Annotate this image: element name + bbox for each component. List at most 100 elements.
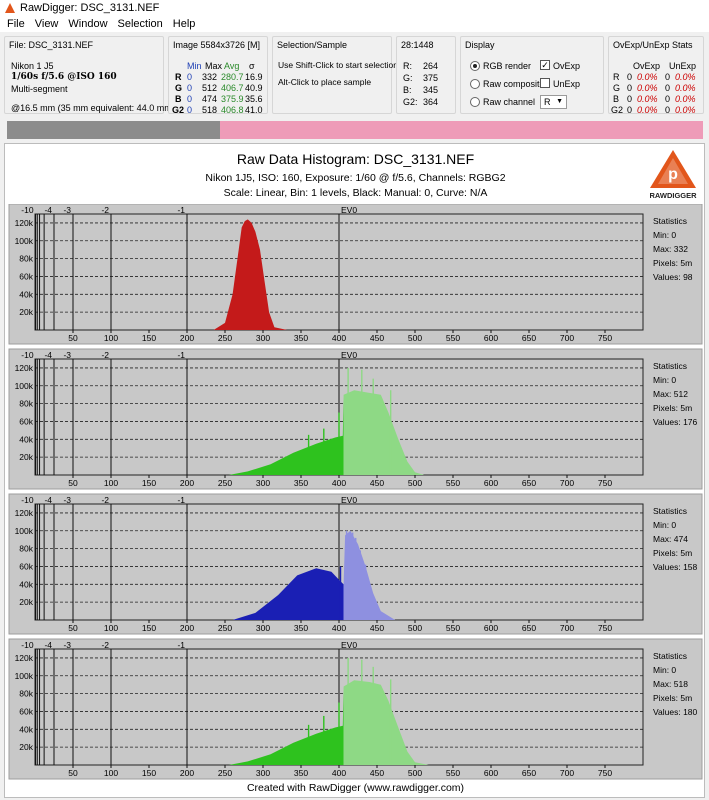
x-tick-label: 100: [104, 768, 118, 778]
x-tick-label: 650: [522, 333, 536, 343]
x-tick-label: 650: [522, 623, 536, 633]
raw-channel-select-value: R: [544, 97, 551, 107]
x-tick-label: 300: [256, 768, 270, 778]
ev-label: -3: [63, 640, 71, 650]
x-tick-label: 700: [560, 478, 574, 488]
x-tick-label: 750: [598, 333, 612, 343]
row-r-avg: 280.7: [221, 72, 244, 82]
ev-label: -2: [101, 640, 109, 650]
ev-label: -1: [177, 640, 185, 650]
stat-b-n2: 0: [665, 94, 671, 104]
x-tick-label: 350: [294, 768, 308, 778]
row-r-sd: 16.9: [245, 72, 263, 82]
menu-file[interactable]: File: [7, 17, 25, 30]
menu-help[interactable]: Help: [172, 17, 196, 30]
x-tick-label: 450: [370, 478, 384, 488]
y-tick-label: 20k: [19, 742, 33, 752]
ev-label: -4: [44, 350, 52, 360]
x-tick-label: 400: [332, 623, 346, 633]
exposure-stats-label: OvExp/UnExp Stats: [613, 40, 693, 50]
footer-credit: Created with RawDigger (www.rawdigger.co…: [246, 782, 465, 794]
ovexp-checkbox[interactable]: ✓: [540, 60, 550, 70]
ev-label: -10: [21, 640, 34, 650]
ev-label: EV0: [341, 495, 357, 505]
x-tick-label: 350: [294, 333, 308, 343]
unexp-header: UnExp: [669, 61, 697, 71]
image-stats-panel: Image 5584x3726 [M] Min Max Avg σ R 0 33…: [168, 36, 268, 115]
raw-composite-radio[interactable]: [470, 79, 480, 89]
sigma-header: σ: [249, 61, 255, 71]
y-tick-label: 20k: [19, 597, 33, 607]
unexp-label[interactable]: UnExp: [553, 79, 581, 89]
histogram-panel-r: 20k 40k 60k 80k 100k 120k -10 -4 -3 -2 -1 EV0 50 100 1…: [8, 204, 703, 345]
histogram-area-b: [232, 568, 344, 620]
stats-max: Max: 474: [653, 534, 688, 544]
sample-r-label: R:: [403, 61, 412, 71]
x-tick-label: 250: [218, 623, 232, 633]
histogram-area-light-g2: [343, 680, 429, 765]
stats-pixels: Pixels: 5m: [653, 693, 692, 703]
ev-label: EV0: [341, 640, 357, 650]
image-preview-strip[interactable]: [7, 121, 703, 139]
rgb-render-radio[interactable]: [470, 61, 480, 71]
rawdigger-logo: p RAWDIGGER: [649, 150, 697, 200]
stats-title: Statistics: [653, 361, 687, 371]
row-r-min: 0: [187, 72, 193, 82]
histogram-panel-b: 20k 40k 60k 80k 100k 120k -10 -4 -3 -2 -1 EV0 50 100 1…: [8, 493, 703, 635]
selection-panel: Selection/Sample Use Shift-Click to star…: [272, 36, 398, 114]
stats-values: Values: 158: [653, 562, 698, 572]
x-tick-label: 500: [408, 333, 422, 343]
selection-label: Selection/Sample: [277, 40, 348, 50]
stats-min: Min: 0: [653, 665, 676, 675]
menu-window[interactable]: Window: [68, 17, 108, 30]
x-tick-label: 750: [598, 478, 612, 488]
raw-channel-radio[interactable]: [470, 97, 480, 107]
y-tick-label: 40k: [19, 434, 33, 444]
stats-max: Max: 512: [653, 389, 688, 399]
ev-label: -4: [44, 640, 52, 650]
x-tick-label: 500: [408, 623, 422, 633]
raw-composite-label[interactable]: Raw composite: [483, 79, 545, 89]
x-tick-label: 400: [332, 478, 346, 488]
sample-g-label: G:: [403, 73, 413, 83]
image-size-label: Image 5584x3726 [M]: [173, 40, 261, 50]
x-tick-label: 750: [598, 623, 612, 633]
ev-label: -2: [101, 495, 109, 505]
x-tick-label: 50: [68, 623, 78, 633]
ovexp-label[interactable]: OvExp: [553, 61, 581, 71]
metering-mode: Multi-segment: [11, 84, 68, 94]
y-tick-label: 120k: [15, 218, 34, 228]
stats-pixels: Pixels: 5m: [653, 258, 692, 268]
y-tick-label: 80k: [19, 544, 33, 554]
row-b-max: 474: [202, 94, 218, 104]
sample-hint: Alt-Click to place sample: [278, 77, 372, 87]
x-tick-label: 100: [104, 478, 118, 488]
x-tick-label: 350: [294, 623, 308, 633]
stat-b-p2: 0.0%: [675, 94, 696, 104]
sample-b-value: 345: [423, 85, 439, 95]
svg-text:RAWDIGGER: RAWDIGGER: [649, 191, 697, 200]
raw-channel-label[interactable]: Raw channel: [483, 97, 536, 107]
sample-r-value: 264: [423, 61, 439, 71]
y-tick-label: 60k: [19, 706, 33, 716]
ev-label: EV0: [341, 205, 357, 215]
stat-b-n1: 0: [627, 94, 633, 104]
y-tick-label: 80k: [19, 254, 33, 264]
row-g2-max: 518: [202, 105, 218, 115]
sample-b-label: B:: [403, 85, 412, 95]
stat-r-n1: 0: [627, 72, 633, 82]
menu-view[interactable]: View: [34, 17, 59, 30]
file-info-panel: File: DSC_3131.NEF Nikon 1 J5 1/60s f/5.…: [4, 36, 175, 114]
x-tick-label: 500: [408, 768, 422, 778]
y-tick-label: 100k: [15, 671, 34, 681]
camera-model: Nikon 1 J5: [11, 61, 54, 71]
x-tick-label: 600: [484, 768, 498, 778]
display-panel: Display RGB render Raw composite Raw cha…: [460, 36, 604, 114]
histogram-charts: 20k 40k 60k 80k 100k 120k -10 -4 -3 -2 -1 EV0 50 100 1…: [8, 204, 703, 780]
menu-selection[interactable]: Selection: [117, 17, 163, 30]
raw-channel-select[interactable]: R ▼: [540, 95, 567, 109]
rgb-render-label[interactable]: RGB render: [483, 61, 532, 71]
window-title: RawDigger: DSC_3131.NEF: [20, 1, 160, 14]
histogram-panel-g: 20k 40k 60k 80k 100k 120k -10 -4 -3 -2 -1 EV0 50 100 1…: [8, 348, 703, 490]
unexp-checkbox[interactable]: [540, 78, 550, 88]
